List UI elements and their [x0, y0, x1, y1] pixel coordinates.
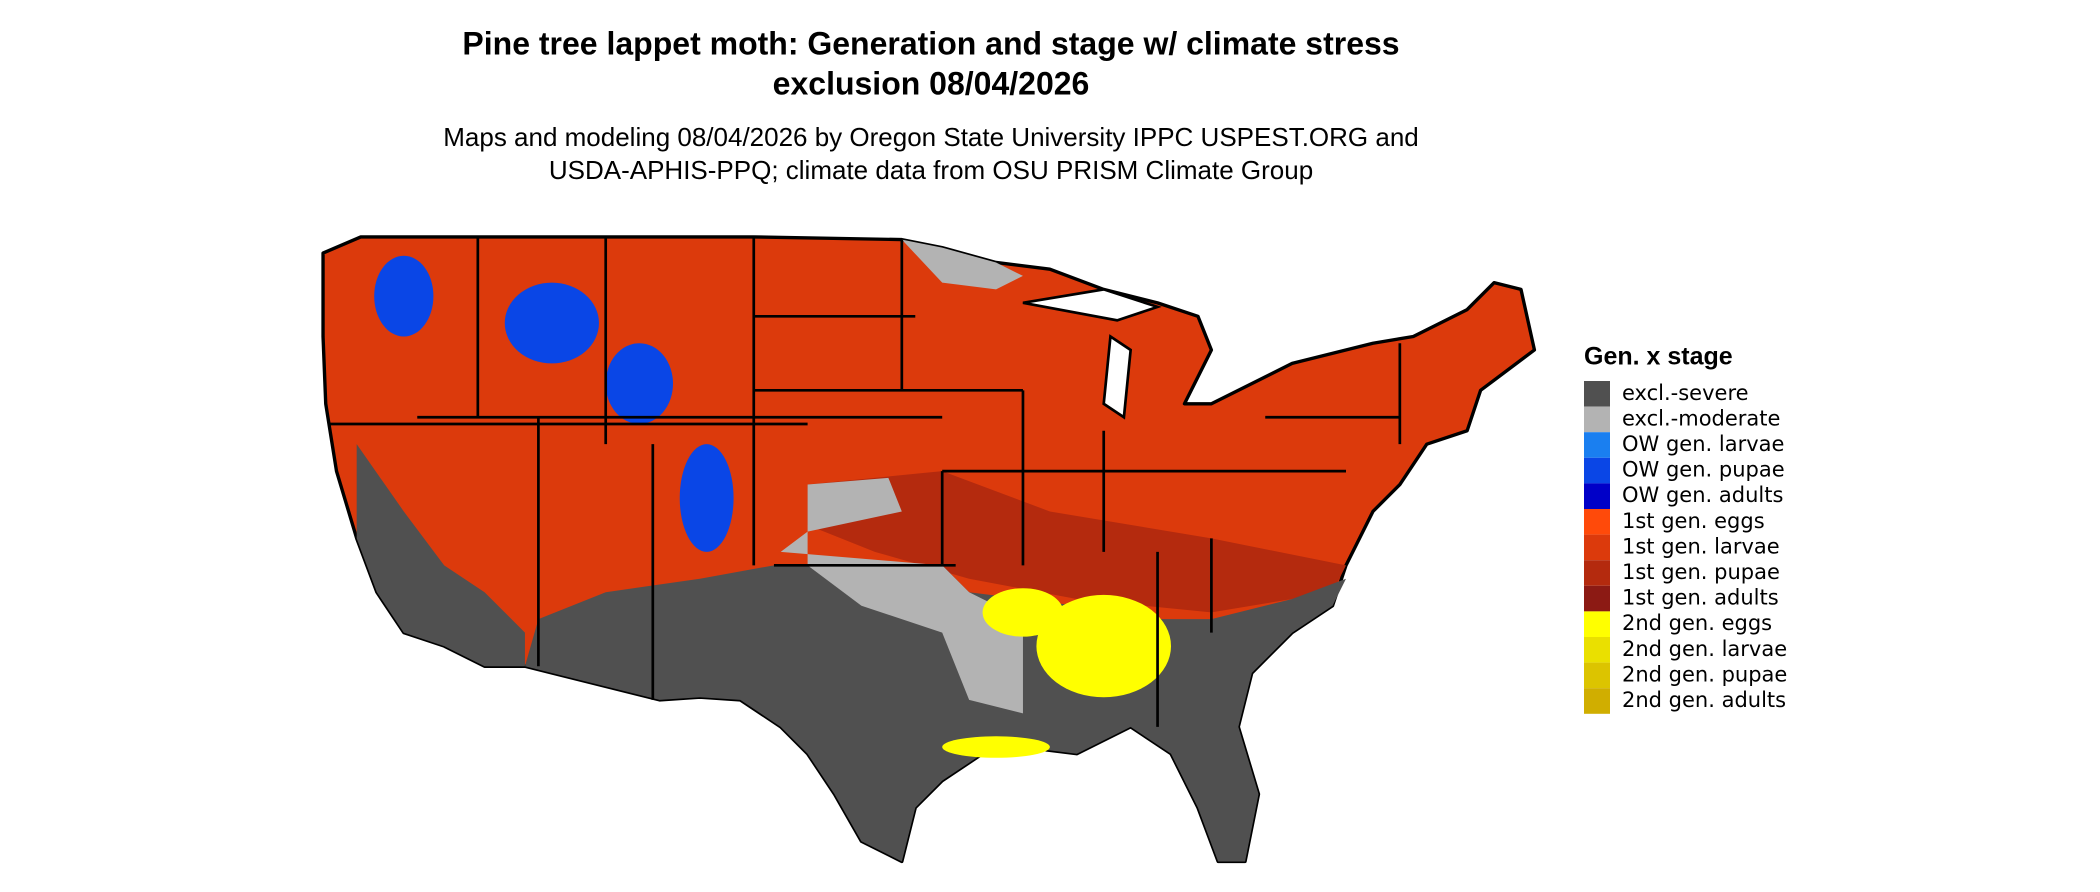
legend-swatch	[1584, 611, 1610, 637]
us-map	[321, 235, 1537, 864]
legend-label: 2nd gen. larvae	[1622, 637, 1787, 661]
legend-swatch	[1584, 534, 1610, 561]
yellow-area	[1036, 594, 1172, 698]
legend-label: OW gen. pupae	[1622, 458, 1785, 482]
legend-label: excl.-moderate	[1622, 406, 1780, 430]
legend-label: 1st gen. larvae	[1622, 534, 1780, 558]
title: exclusion 08/04/2026	[773, 65, 1090, 101]
legend-swatch	[1584, 585, 1610, 612]
legend-label: 2nd gen. adults	[1622, 688, 1786, 712]
legend-title: Gen. x stage	[1584, 343, 1733, 371]
gray-ne	[901, 239, 1023, 290]
legend-label: 2nd gen. eggs	[1622, 611, 1772, 635]
legend-swatch	[1584, 560, 1610, 586]
legend-label: OW gen. larvae	[1622, 432, 1784, 456]
gray-light	[780, 477, 1023, 714]
legend-swatch	[1584, 381, 1610, 407]
legend-swatch	[1584, 688, 1610, 714]
blue-area	[605, 343, 673, 424]
legend-swatch	[1584, 406, 1610, 433]
blue-area	[374, 255, 434, 337]
lake	[1022, 288, 1162, 322]
yellow-area	[982, 588, 1064, 637]
legend-label: 1st gen. eggs	[1622, 509, 1765, 533]
legend-label: 1st gen. adults	[1622, 586, 1779, 610]
yellow-area	[942, 736, 1050, 758]
legend-label: excl.-severe	[1622, 381, 1749, 405]
state-lines	[329, 236, 1402, 727]
subtitle: Maps and modeling 08/04/2026 by Oregon S…	[443, 122, 1419, 152]
lake	[1102, 334, 1133, 420]
legend-swatch	[1584, 457, 1610, 484]
legend-swatch	[1584, 483, 1610, 509]
blue-area	[679, 444, 734, 552]
legend-label: OW gen. adults	[1622, 483, 1783, 507]
legend-label: 1st gen. pupae	[1622, 560, 1780, 584]
gray-ca	[356, 444, 525, 667]
legend-swatch	[1584, 509, 1610, 535]
title: Pine tree lappet moth: Generation and st…	[462, 25, 1399, 61]
legend-swatch	[1584, 662, 1610, 689]
legend-label: 2nd gen. pupae	[1622, 662, 1787, 686]
blue-area	[504, 282, 599, 364]
legend-swatch	[1584, 637, 1610, 663]
subtitle: USDA-APHIS-PPQ; climate data from OSU PR…	[549, 155, 1313, 185]
legend-swatch	[1584, 432, 1610, 458]
